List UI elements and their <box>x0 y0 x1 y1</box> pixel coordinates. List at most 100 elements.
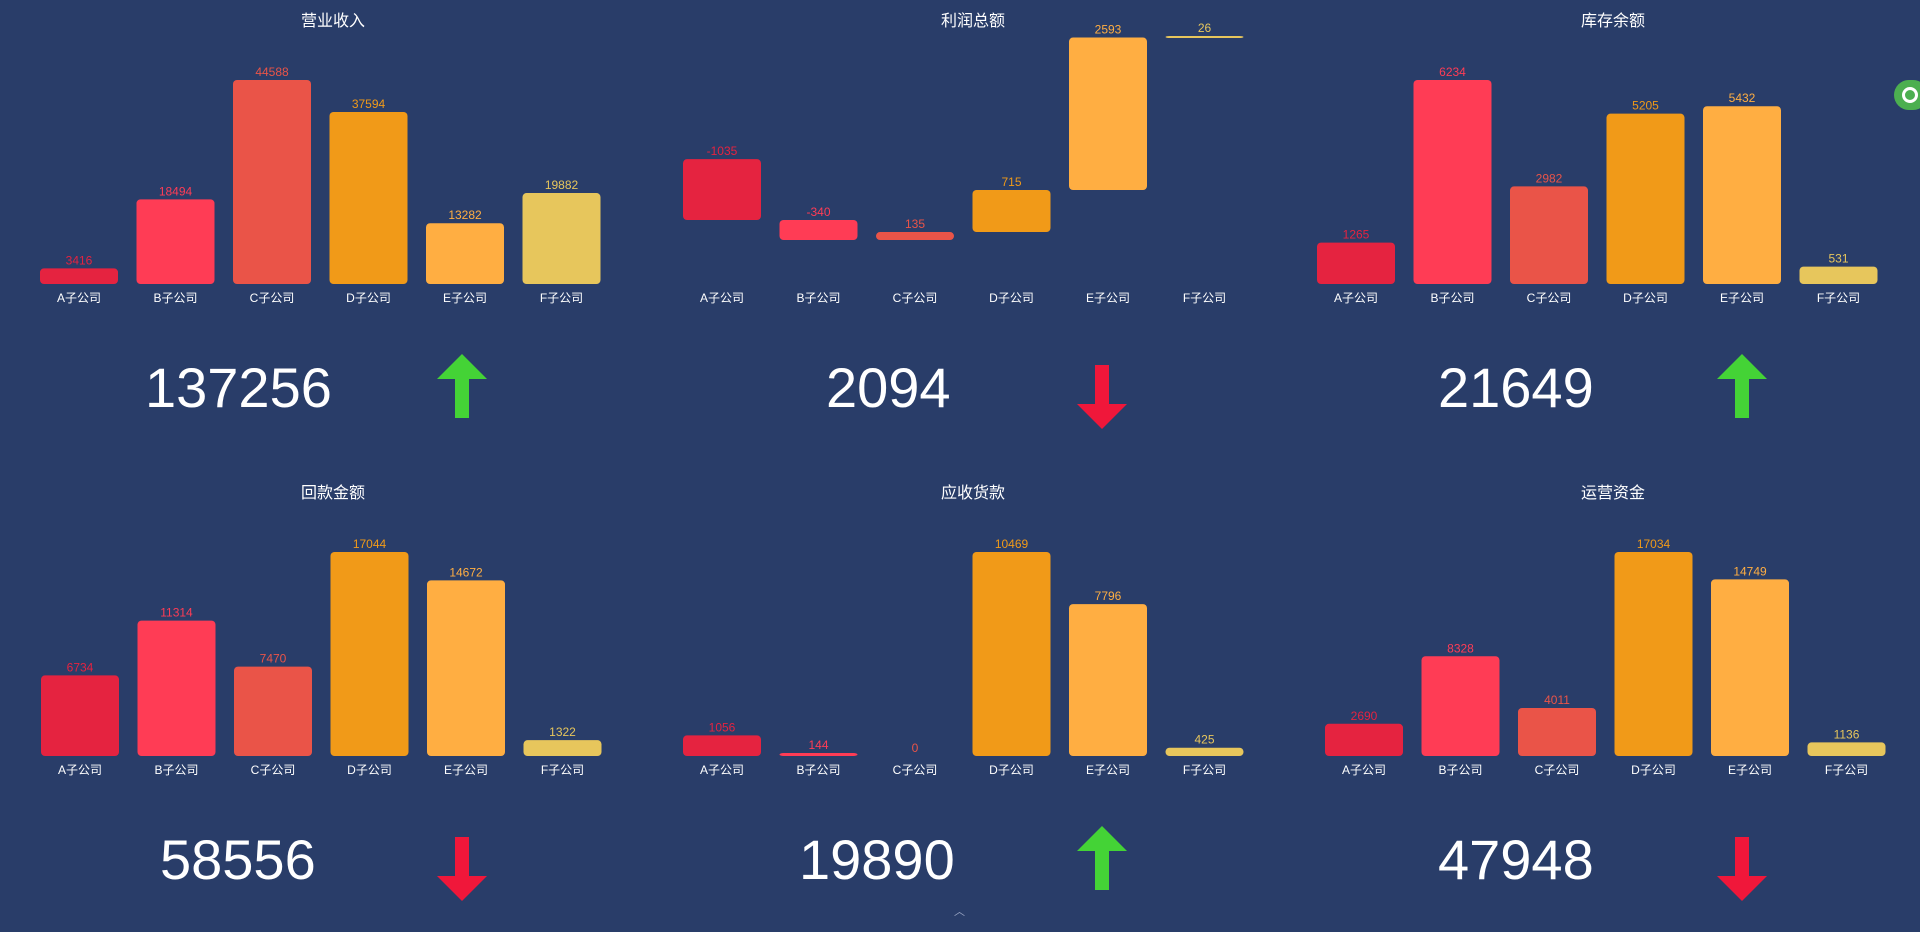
total-value: 19890 <box>799 828 955 891</box>
category-label: C子公司 <box>1527 291 1572 305</box>
bar-chart: 营业收入 3416 A子公司 18494 B子公司 44588 C子公司 37594 D子公司 1… <box>40 12 601 305</box>
category-label: B子公司 <box>153 291 197 305</box>
bar[interactable] <box>1069 604 1147 756</box>
value-label: 1322 <box>549 725 576 739</box>
bar[interactable] <box>330 552 409 756</box>
bar[interactable] <box>233 80 311 284</box>
category-label: F子公司 <box>540 291 583 305</box>
value-label: 13282 <box>448 208 482 222</box>
category-label: D子公司 <box>989 291 1034 305</box>
bar[interactable] <box>683 159 761 221</box>
value-label: 5205 <box>1632 99 1659 113</box>
value-label: 531 <box>1828 252 1848 266</box>
value-label: 144 <box>808 738 828 752</box>
bar-chart: 运营资金 2690 A子公司 8328 B子公司 4011 C子公司 17034 D子公司 147… <box>1325 484 1886 777</box>
bar[interactable] <box>41 675 119 756</box>
bar[interactable] <box>1069 37 1147 191</box>
category-label: B子公司 <box>1438 763 1482 777</box>
value-label: -340 <box>806 205 830 219</box>
side-menu-button[interactable] <box>1894 80 1920 110</box>
value-label: 17044 <box>353 537 387 551</box>
bar[interactable] <box>1518 707 1596 756</box>
bar[interactable] <box>779 753 858 756</box>
value-label: 425 <box>1194 733 1214 747</box>
value-label: 7796 <box>1095 589 1122 603</box>
chart-title: 回款金额 <box>301 484 365 502</box>
category-label: A子公司 <box>57 291 101 305</box>
total-value: 2094 <box>826 356 951 419</box>
category-label: E子公司 <box>1086 291 1130 305</box>
bar[interactable] <box>1703 106 1781 284</box>
arrow-down-icon <box>437 837 487 901</box>
bar[interactable] <box>1325 723 1403 756</box>
bar[interactable] <box>426 223 504 284</box>
value-label: 5432 <box>1729 91 1756 105</box>
trend-down-icon <box>437 837 487 901</box>
value-label: 14672 <box>449 565 483 579</box>
category-label: F子公司 <box>1825 763 1868 777</box>
bar[interactable] <box>1606 113 1685 284</box>
category-label: D子公司 <box>346 291 391 305</box>
chevron-up-icon[interactable]: ︿ <box>954 906 965 918</box>
bar[interactable] <box>972 190 1051 233</box>
chart-title: 库存余额 <box>1581 11 1645 30</box>
bar[interactable] <box>1413 80 1492 284</box>
bar[interactable] <box>1807 742 1886 756</box>
bar[interactable] <box>137 620 216 756</box>
category-label: A子公司 <box>1342 763 1386 777</box>
bar[interactable] <box>1317 242 1395 284</box>
bar[interactable] <box>1421 656 1500 756</box>
bar[interactable] <box>427 580 505 756</box>
bar-chart: 利润总额 -1035 A子公司 -340 B子公司 135 C子公司 715 D子公司 2593 E… <box>683 12 1244 305</box>
value-label: 6234 <box>1439 65 1466 79</box>
trend-up-icon <box>437 354 487 418</box>
category-label: E子公司 <box>1728 763 1772 777</box>
value-label: 37594 <box>352 97 386 111</box>
bar[interactable] <box>522 193 601 284</box>
category-label: A子公司 <box>700 763 744 777</box>
value-label: 19882 <box>545 178 579 192</box>
category-label: C子公司 <box>893 763 938 777</box>
bar[interactable] <box>1510 186 1588 284</box>
value-label: 18494 <box>159 184 193 198</box>
value-label: 1056 <box>709 720 736 734</box>
bar[interactable] <box>523 740 602 756</box>
bar[interactable] <box>1614 552 1693 756</box>
bar[interactable] <box>1799 266 1878 284</box>
bar[interactable] <box>779 220 858 240</box>
category-label: B子公司 <box>1430 291 1474 305</box>
chart-panel: 应收货款 1056 A子公司 144 B子公司 0 C子公司 10469 D子公司 7796 E子公… <box>640 472 1280 932</box>
bar[interactable] <box>1165 747 1244 756</box>
category-label: A子公司 <box>1334 291 1378 305</box>
category-label: B子公司 <box>796 291 840 305</box>
chart-panel: 利润总额 -1035 A子公司 -340 B子公司 135 C子公司 715 D子公司 2593 E… <box>640 0 1280 460</box>
value-label: 3416 <box>66 253 93 267</box>
value-label: 1136 <box>1834 727 1860 741</box>
bar-chart: 应收货款 1056 A子公司 144 B子公司 0 C子公司 10469 D子公司 7796 E子公… <box>683 483 1244 777</box>
category-label: E子公司 <box>444 763 488 777</box>
category-label: F子公司 <box>1817 291 1860 305</box>
category-label: C子公司 <box>1535 763 1580 777</box>
bar[interactable] <box>329 111 408 284</box>
bar[interactable] <box>1165 36 1244 38</box>
value-label: 6734 <box>67 660 94 674</box>
category-label: D子公司 <box>989 763 1034 777</box>
value-label: 10469 <box>995 537 1029 551</box>
value-label: 715 <box>1001 175 1021 189</box>
category-label: D子公司 <box>347 763 392 777</box>
bar[interactable] <box>136 199 215 284</box>
category-label: F子公司 <box>1183 763 1226 777</box>
value-label: 2982 <box>1536 171 1563 185</box>
bar[interactable] <box>1711 579 1789 756</box>
bar[interactable] <box>876 232 954 240</box>
bar[interactable] <box>234 666 312 756</box>
bar[interactable] <box>40 268 118 284</box>
chart-panel: 库存余额 1265 A子公司 6234 B子公司 2982 C子公司 5205 D子公司 5432… <box>1280 0 1920 460</box>
category-label: E子公司 <box>1720 291 1764 305</box>
arrow-down-icon <box>1717 837 1767 901</box>
total-value: 58556 <box>160 828 316 891</box>
bar[interactable] <box>683 735 761 756</box>
bar-chart: 回款金额 6734 A子公司 11314 B子公司 7470 C子公司 17044 D子公司 14… <box>41 484 602 777</box>
trend-down-icon <box>1077 365 1127 429</box>
bar[interactable] <box>972 552 1051 756</box>
